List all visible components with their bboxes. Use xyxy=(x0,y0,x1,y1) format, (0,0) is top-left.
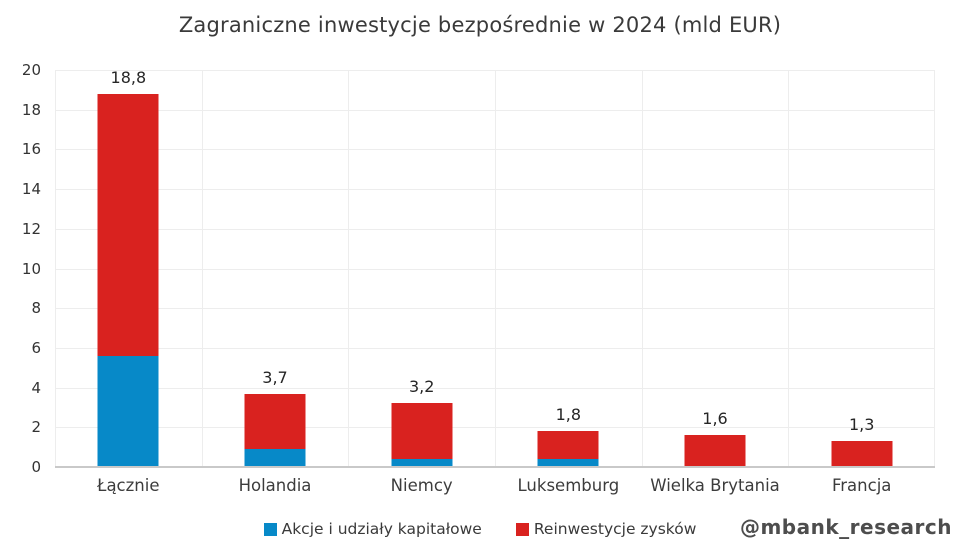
x-axis-labels: Łącznie Holandia Niemcy Luksemburg Wielka Br… xyxy=(55,476,935,495)
y-tick-label: 10 xyxy=(21,259,41,278)
bar-value-label: 1,3 xyxy=(848,415,875,435)
legend: Akcje i udziały kapitałowe Reinwestycje … xyxy=(0,520,960,538)
stacked-bar xyxy=(97,93,159,467)
bar-segment xyxy=(831,441,893,467)
legend-item-equity: Akcje i udziały kapitałowe xyxy=(263,520,482,538)
legend-label-reinvested: Reinwestycje zysków xyxy=(533,520,697,538)
y-tick-label: 6 xyxy=(31,338,41,357)
bar-group: 1,3 xyxy=(788,70,935,467)
legend-swatch-blue-icon xyxy=(263,522,277,536)
x-category-label: Łącznie xyxy=(97,476,160,495)
y-tick-label: 2 xyxy=(31,418,41,437)
y-tick-label: 16 xyxy=(21,140,41,159)
bar-value-label: 3,7 xyxy=(262,367,288,387)
bar-group: 1,8 xyxy=(495,70,642,467)
stacked-bar xyxy=(537,431,599,467)
x-axis-line xyxy=(55,466,935,468)
x-category-label: Niemcy xyxy=(390,476,453,495)
y-tick-label: 14 xyxy=(21,180,41,199)
bar-segment xyxy=(244,393,306,450)
gridline-vertical xyxy=(348,70,350,467)
gridline-vertical xyxy=(201,70,203,467)
x-category-label: Luksemburg xyxy=(517,476,620,495)
bar-segment xyxy=(244,449,306,467)
gridline-vertical xyxy=(495,70,496,467)
stacked-bar xyxy=(244,393,306,467)
y-tick-label: 0 xyxy=(31,458,41,476)
legend-item-reinvested: Reinwestycje zysków xyxy=(515,520,697,538)
legend-label-equity: Akcje i udziały kapitałowe xyxy=(281,520,482,538)
bar-segment xyxy=(391,459,453,467)
chart-title: Zagraniczne inwestycje bezpośrednie w 20… xyxy=(178,13,782,37)
x-category-label: Francja xyxy=(831,476,892,495)
bar-group: 18,8 xyxy=(55,67,202,467)
bar-group: 3,2 xyxy=(348,70,495,467)
bar-value-label: 1,6 xyxy=(702,409,728,429)
y-tick-label: 8 xyxy=(31,299,41,318)
x-category-label: Holandia xyxy=(238,476,312,495)
x-category-label: Wielka Brytania xyxy=(650,476,780,495)
bar-segment xyxy=(684,435,746,467)
y-tick-label: 4 xyxy=(31,378,41,397)
y-tick-label: 18 xyxy=(21,100,41,119)
bar-value-label: 1,8 xyxy=(555,405,582,425)
bar-segment xyxy=(537,431,599,460)
y-tick-label: 20 xyxy=(21,61,41,79)
stacked-bar xyxy=(684,435,746,467)
bar-segment xyxy=(97,93,159,356)
bar-slots: 18,8 3,7 3,2 1,8 1,6 1,3 xyxy=(55,67,935,467)
plot-area: 18,8 3,7 3,2 1,8 1,6 1,3 xyxy=(55,67,935,468)
bar-segment xyxy=(537,459,599,467)
bar-segment xyxy=(391,403,453,460)
stacked-bar xyxy=(831,441,893,467)
gridline-vertical xyxy=(788,70,790,467)
bar-segment xyxy=(97,355,159,467)
gridline-vertical xyxy=(641,70,643,467)
bar-value-label: 3,2 xyxy=(408,377,435,397)
stacked-bar xyxy=(391,403,453,467)
bar-group: 1,6 xyxy=(642,70,789,467)
y-tick-label: 12 xyxy=(21,219,41,238)
bar-value-label: 18,8 xyxy=(110,67,147,87)
gridline-vertical xyxy=(934,70,935,467)
gridline-vertical xyxy=(55,70,56,467)
watermark: @mbank_research xyxy=(739,515,952,539)
bar-group: 3,7 xyxy=(202,70,349,467)
legend-swatch-red-icon xyxy=(515,522,529,536)
